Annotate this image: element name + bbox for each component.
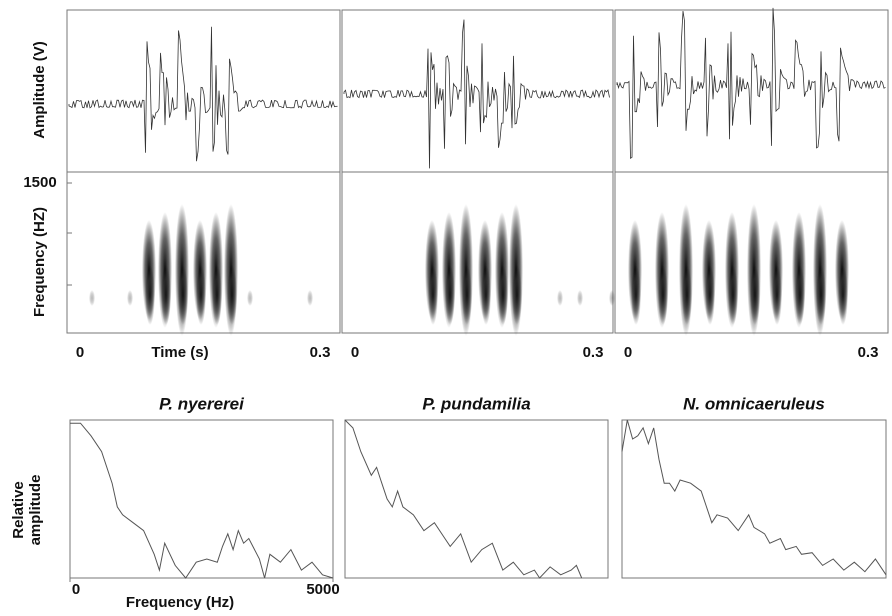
spectrogram-blob: [609, 290, 615, 306]
spectrum-line: [344, 419, 583, 579]
spectrogram-blob: [462, 265, 472, 325]
spectrum-panel: [69, 419, 334, 579]
spectrum-ylabel: Relativeamplitude: [10, 475, 44, 546]
spectrogram-blob: [705, 265, 715, 325]
spectrogram-blob: [161, 265, 171, 325]
x-axis-label: Frequency (Hz): [126, 594, 234, 611]
spectrogram-ylabel: Frequency (HZ): [31, 207, 48, 317]
spectrogram-blob: [247, 290, 253, 306]
spectrogram-blob: [795, 265, 805, 325]
y-tick-label: 1500: [23, 174, 56, 191]
x-tick-label: 0: [76, 344, 84, 361]
spectrogram-blob: [512, 265, 522, 325]
spectrogram-blob: [658, 265, 668, 325]
spectrogram-blob: [838, 265, 848, 325]
x-tick-label: 0: [624, 344, 632, 361]
x-tick-label: 0: [351, 344, 359, 361]
spectrogram-blob: [145, 265, 155, 325]
spectrogram-blob: [682, 265, 692, 325]
spectrogram-blob: [631, 265, 641, 325]
waveform: [616, 7, 886, 160]
spectrogram-blob: [772, 265, 782, 325]
spectrogram-blob: [89, 290, 95, 306]
spectrum-line: [621, 419, 887, 576]
time-xlabel: Time (s): [151, 344, 208, 361]
x-tick-label: 5000: [306, 581, 339, 598]
spectrogram-blob: [127, 290, 133, 306]
spectrogram-blob: [498, 265, 508, 325]
spectrum-line: [70, 422, 334, 579]
spectrogram-panel: [341, 171, 614, 334]
spectrogram-panel: [614, 171, 889, 334]
spectrogram-blob: [577, 290, 583, 306]
x-tick-label: 0.3: [858, 344, 879, 361]
spectrogram-panel: [66, 171, 341, 334]
spectrogram-blob: [196, 265, 206, 325]
spectrogram-blob: [557, 290, 563, 306]
spectrum-panel: [621, 419, 887, 579]
spectrogram-blob: [750, 265, 760, 325]
panel-title: P. nyererei: [159, 394, 245, 413]
spectrogram-blob: [816, 265, 826, 325]
spectrogram-blob: [212, 265, 222, 325]
spectrogram-blob: [227, 265, 237, 325]
spectrum-panel: [344, 419, 609, 579]
spectrogram-blob: [428, 265, 438, 325]
spectrogram-blob: [481, 265, 491, 325]
spectrogram-blob: [178, 265, 188, 325]
spectrogram-blob: [307, 290, 313, 306]
panel-title: P. pundamilia: [422, 394, 530, 413]
x-tick-label: 0.3: [583, 344, 604, 361]
spectrogram-blob: [728, 265, 738, 325]
waveform: [68, 26, 338, 162]
waveform-ylabel: Amplitude (V): [31, 41, 48, 139]
spectrogram-blob: [445, 265, 455, 325]
x-tick-label: 0.3: [310, 344, 331, 361]
panel-title: N. omnicaeruleus: [683, 394, 825, 413]
x-tick-label: 0: [72, 581, 80, 598]
waveform: [343, 19, 610, 169]
